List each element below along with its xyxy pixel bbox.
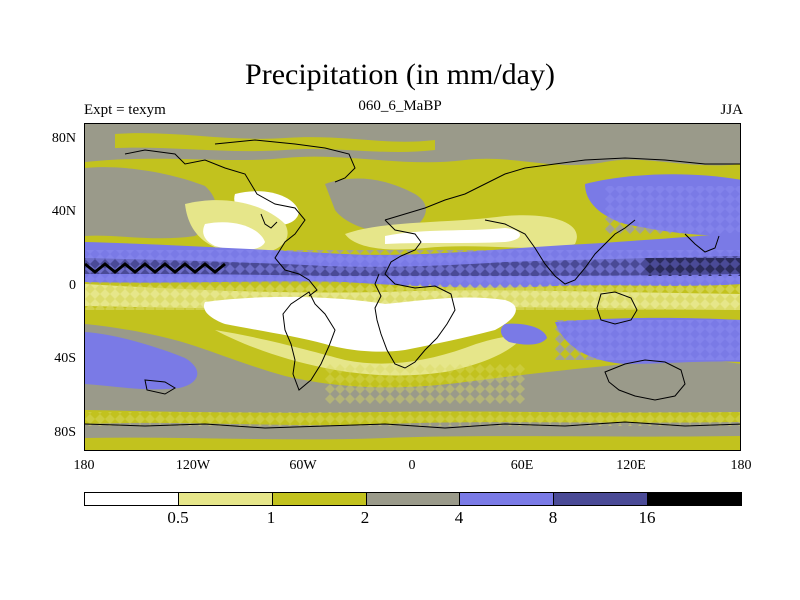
run-label: 060_6_MaBP [358,98,442,114]
npac-east-hatch [605,186,740,234]
colorbar-label-4: 4 [454,508,464,527]
season-label: JJA [720,102,743,118]
natl-grey [325,178,426,233]
y-tick-40n: 40N [51,204,76,219]
x-tick-60w: 60W [289,458,317,473]
npac-grey [85,167,216,239]
x-tick-180w: 180 [73,458,95,473]
itcz-black-east [645,258,740,276]
x-tick-0: 0 [408,458,416,473]
colorbar-label-8: 8 [548,508,558,527]
x-tick-120e: 120E [616,458,646,473]
arctic-yellow [115,133,435,152]
y-tick-40s: 40S [54,351,76,366]
x-tick-180e: 180 [730,458,752,473]
colorbar-swatch [365,492,461,506]
sind-blue-left [500,323,547,345]
precipitation-map [84,123,741,451]
na-white [203,222,265,251]
colorbar-swatch [553,492,649,506]
colorbar-swatch [271,492,367,506]
south-grey-hatch [325,364,525,404]
itcz-black-west [85,262,226,274]
colorbar-label-1: 1 [266,508,276,527]
experiment-label: Expt = texym [84,102,166,118]
south-grey [85,324,740,417]
colorbar-swatch [459,492,555,506]
colorbar-swatch [84,492,179,506]
itcz-north-hatch [85,250,740,284]
eurasia-white [385,228,520,244]
map-canvas [85,124,740,450]
x-tick-120w: 120W [175,458,211,473]
colorbar [84,492,742,506]
spac-blue [85,332,198,390]
colorbar-label-16: 16 [638,508,656,527]
colorbar-label-0-5: 0.5 [167,508,189,527]
y-tick-0: 0 [69,278,76,293]
y-tick-80n: 80N [51,131,76,146]
coastlines [85,139,740,429]
sind-hatch [555,320,740,360]
x-tick-60e: 60E [510,458,534,473]
colorbar-swatch [647,492,742,506]
map-title: Precipitation (in mm/day) [245,58,555,91]
colorbar-label-2: 2 [360,508,370,527]
y-tick-80s: 80S [54,425,76,440]
colorbar-swatch [177,492,273,506]
south-subtropic-white [203,296,516,352]
antarctic-hatch [85,412,740,426]
antarctic-grey [85,422,740,440]
